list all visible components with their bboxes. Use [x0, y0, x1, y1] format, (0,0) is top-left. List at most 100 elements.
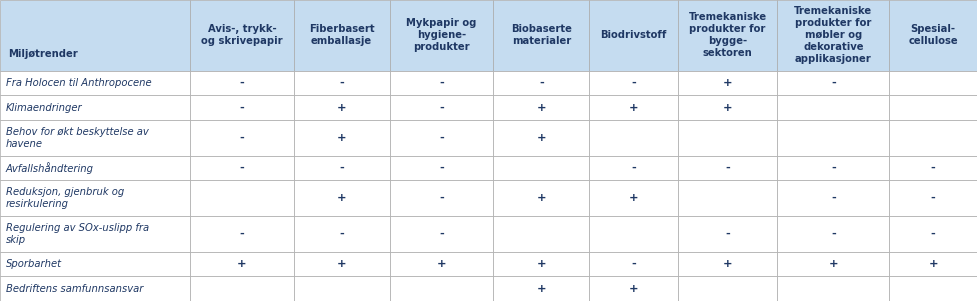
Text: -: - [931, 163, 936, 173]
FancyBboxPatch shape [191, 95, 294, 120]
FancyBboxPatch shape [0, 120, 191, 156]
FancyBboxPatch shape [493, 276, 589, 301]
FancyBboxPatch shape [678, 0, 778, 71]
FancyBboxPatch shape [493, 180, 589, 216]
Text: -: - [239, 78, 244, 88]
FancyBboxPatch shape [889, 120, 977, 156]
Text: Tremekaniske
produkter for
møbler og
dekorative
applikasjoner: Tremekaniske produkter for møbler og dek… [794, 6, 872, 64]
Text: Biobaserte
materialer: Biobaserte materialer [511, 24, 572, 46]
Text: Regulering av SOx-uslipp fra
skip: Regulering av SOx-uslipp fra skip [6, 223, 149, 245]
Text: Sporbarhet: Sporbarhet [6, 259, 62, 269]
Text: -: - [339, 163, 344, 173]
FancyBboxPatch shape [294, 252, 390, 276]
Text: -: - [831, 78, 835, 88]
Text: -: - [931, 229, 936, 239]
FancyBboxPatch shape [678, 276, 778, 301]
Text: -: - [439, 78, 444, 88]
FancyBboxPatch shape [589, 71, 678, 95]
Text: Spesial-
cellulose: Spesial- cellulose [909, 24, 958, 46]
FancyBboxPatch shape [390, 216, 493, 252]
Text: -: - [725, 163, 730, 173]
Text: Behov for økt beskyttelse av
havene: Behov for økt beskyttelse av havene [6, 127, 149, 149]
Text: -: - [439, 103, 444, 113]
Text: Klimaendringer: Klimaendringer [6, 103, 82, 113]
Text: -: - [539, 78, 544, 88]
FancyBboxPatch shape [678, 252, 778, 276]
Text: +: + [629, 103, 639, 113]
FancyBboxPatch shape [678, 120, 778, 156]
FancyBboxPatch shape [294, 180, 390, 216]
FancyBboxPatch shape [889, 0, 977, 71]
FancyBboxPatch shape [294, 276, 390, 301]
Text: Reduksjon, gjenbruk og
resirkulering: Reduksjon, gjenbruk og resirkulering [6, 187, 124, 209]
FancyBboxPatch shape [191, 252, 294, 276]
Text: Bedriftens samfunnsansvar: Bedriftens samfunnsansvar [6, 284, 144, 294]
FancyBboxPatch shape [589, 156, 678, 180]
Text: +: + [337, 193, 347, 203]
FancyBboxPatch shape [294, 120, 390, 156]
FancyBboxPatch shape [0, 216, 191, 252]
FancyBboxPatch shape [589, 276, 678, 301]
FancyBboxPatch shape [778, 71, 889, 95]
FancyBboxPatch shape [778, 120, 889, 156]
Text: -: - [725, 229, 730, 239]
Text: +: + [536, 103, 546, 113]
FancyBboxPatch shape [390, 0, 493, 71]
FancyBboxPatch shape [0, 180, 191, 216]
FancyBboxPatch shape [493, 252, 589, 276]
FancyBboxPatch shape [589, 180, 678, 216]
FancyBboxPatch shape [778, 216, 889, 252]
FancyBboxPatch shape [0, 252, 191, 276]
Text: +: + [629, 193, 639, 203]
Text: +: + [337, 133, 347, 143]
FancyBboxPatch shape [294, 0, 390, 71]
FancyBboxPatch shape [493, 156, 589, 180]
Text: +: + [723, 78, 733, 88]
FancyBboxPatch shape [493, 0, 589, 71]
FancyBboxPatch shape [678, 216, 778, 252]
FancyBboxPatch shape [390, 252, 493, 276]
FancyBboxPatch shape [778, 95, 889, 120]
FancyBboxPatch shape [678, 156, 778, 180]
Text: +: + [723, 103, 733, 113]
Text: -: - [631, 259, 636, 269]
FancyBboxPatch shape [889, 180, 977, 216]
Text: -: - [931, 193, 936, 203]
FancyBboxPatch shape [778, 156, 889, 180]
Text: +: + [828, 259, 838, 269]
FancyBboxPatch shape [191, 216, 294, 252]
Text: +: + [536, 259, 546, 269]
FancyBboxPatch shape [390, 276, 493, 301]
FancyBboxPatch shape [294, 216, 390, 252]
FancyBboxPatch shape [0, 71, 191, 95]
Text: Fiberbasert
emballasje: Fiberbasert emballasje [309, 24, 374, 46]
FancyBboxPatch shape [191, 71, 294, 95]
FancyBboxPatch shape [589, 252, 678, 276]
FancyBboxPatch shape [294, 71, 390, 95]
FancyBboxPatch shape [889, 252, 977, 276]
Text: Biodrivstoff: Biodrivstoff [601, 30, 667, 40]
FancyBboxPatch shape [678, 95, 778, 120]
FancyBboxPatch shape [390, 95, 493, 120]
Text: +: + [536, 133, 546, 143]
Text: Avfallshåndtering: Avfallshåndtering [6, 162, 94, 174]
Text: -: - [339, 229, 344, 239]
FancyBboxPatch shape [390, 120, 493, 156]
FancyBboxPatch shape [778, 180, 889, 216]
Text: +: + [723, 259, 733, 269]
Text: Avis-, trykk-
og skrivepapir: Avis-, trykk- og skrivepapir [201, 24, 282, 46]
FancyBboxPatch shape [191, 276, 294, 301]
FancyBboxPatch shape [493, 216, 589, 252]
FancyBboxPatch shape [493, 120, 589, 156]
Text: -: - [239, 133, 244, 143]
Text: +: + [928, 259, 938, 269]
Text: -: - [239, 163, 244, 173]
Text: -: - [439, 229, 444, 239]
Text: -: - [631, 163, 636, 173]
FancyBboxPatch shape [390, 71, 493, 95]
Text: -: - [831, 163, 835, 173]
Text: -: - [439, 163, 444, 173]
Text: -: - [239, 103, 244, 113]
FancyBboxPatch shape [0, 0, 191, 71]
FancyBboxPatch shape [390, 180, 493, 216]
